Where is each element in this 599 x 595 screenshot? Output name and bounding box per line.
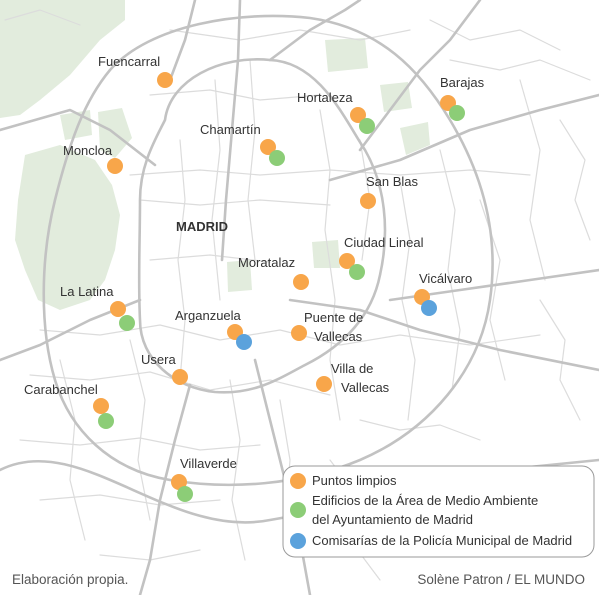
district-barajas: Barajas	[440, 75, 485, 121]
marker-puntos-limpios[interactable]	[260, 139, 276, 155]
park-monte-el-pardo	[0, 0, 125, 118]
credit-right: Solène Patron / EL MUNDO	[417, 572, 585, 587]
marker-puntos-limpios[interactable]	[360, 193, 376, 209]
parks-layer	[0, 0, 430, 310]
legend-box	[282, 465, 595, 558]
district-la-latina: La Latina	[60, 284, 135, 331]
marker-edificios[interactable]	[359, 118, 375, 134]
city-label: MADRID	[176, 219, 228, 234]
district-label: Barajas	[440, 75, 485, 90]
park-dehesa	[60, 110, 92, 140]
m40-ring	[42, 14, 494, 487]
legend-item-comisarias: Comisarías de la Policía Municipal de Ma…	[290, 533, 572, 549]
district-label: Moncloa	[63, 143, 113, 158]
credit-left: Elaboración propia.	[12, 572, 129, 587]
minor-roads-layer	[4, 9, 591, 581]
a1	[268, 0, 362, 62]
district-label: Ciudad Lineal	[344, 235, 424, 250]
district-label: Villa de Vallecas	[331, 361, 390, 395]
district-chamartín: Chamartín	[200, 122, 285, 166]
legend-swatch	[290, 502, 306, 518]
district-label: La Latina	[60, 284, 114, 299]
district-label: Moratalaz	[238, 255, 295, 270]
m30-ring	[137, 58, 387, 394]
marker-edificios[interactable]	[449, 105, 465, 121]
district-vicálvaro: Vicálvaro	[414, 271, 472, 316]
legend-swatch	[290, 473, 306, 489]
park-canillejas	[400, 122, 430, 155]
a2	[328, 93, 599, 182]
marker-puntos-limpios[interactable]	[157, 72, 173, 88]
district-label: Chamartín	[200, 122, 261, 137]
district-san-blas: San Blas	[360, 174, 419, 209]
m607	[168, 0, 197, 82]
marker-puntos-limpios[interactable]	[110, 301, 126, 317]
legend-items: Puntos limpios Edificios de la Área de Me…	[290, 473, 572, 549]
district-villa-de-vallecas: Villa de Vallecas	[316, 361, 390, 395]
marker-edificios[interactable]	[119, 315, 135, 331]
legend-label: del Ayuntamiento de Madrid	[312, 512, 473, 527]
district-label: Vicálvaro	[419, 271, 472, 286]
district-fuencarral: Fuencarral	[98, 54, 173, 88]
district-arganzuela: Arganzuela	[175, 308, 252, 350]
marker-puntos-limpios[interactable]	[316, 376, 332, 392]
legend-label: Edificios de la Área de Medio Ambiente	[312, 493, 538, 508]
marker-puntos-limpios[interactable]	[293, 274, 309, 290]
district-label: Puente de Vallecas	[304, 310, 363, 344]
legend-item-edificios: Edificios de la Área de Medio Ambiente de…	[290, 493, 538, 527]
legend-label: Comisarías de la Policía Municipal de Ma…	[312, 533, 572, 548]
marker-comisarias[interactable]	[236, 334, 252, 350]
marker-edificios[interactable]	[98, 413, 114, 429]
legend-label: Puntos limpios	[312, 473, 397, 488]
marker-edificios[interactable]	[349, 264, 365, 280]
park-retiro	[227, 260, 252, 292]
district-label: Carabanchel	[24, 382, 98, 397]
marker-comisarias[interactable]	[421, 300, 437, 316]
district-usera: Usera	[141, 352, 188, 385]
legend-swatch	[290, 533, 306, 549]
district-label: Hortaleza	[297, 90, 353, 105]
marker-edificios[interactable]	[177, 486, 193, 502]
a6	[0, 108, 157, 167]
district-hortaleza: Hortaleza	[297, 90, 375, 134]
marker-puntos-limpios[interactable]	[291, 325, 307, 341]
district-villaverde: Villaverde	[171, 456, 237, 502]
district-label: Usera	[141, 352, 176, 367]
park-moratalaz	[312, 240, 340, 268]
marker-puntos-limpios[interactable]	[172, 369, 188, 385]
marker-puntos-limpios[interactable]	[339, 253, 355, 269]
park-valdebebas	[325, 38, 368, 72]
marker-edificios[interactable]	[269, 150, 285, 166]
castellana	[220, 0, 242, 262]
district-ciudad-lineal: Ciudad Lineal	[339, 235, 424, 280]
park-casa-de-campo	[15, 145, 120, 310]
district-label: San Blas	[366, 174, 419, 189]
district-moratalaz: Moratalaz	[238, 255, 309, 290]
district-carabanchel: Carabanchel	[24, 382, 114, 429]
marker-puntos-limpios[interactable]	[93, 398, 109, 414]
district-label: Villaverde	[180, 456, 237, 471]
district-puente-de-vallecas: Puente de Vallecas	[291, 310, 363, 344]
a3	[288, 298, 599, 372]
district-layer: Fuencarral Barajas Hortaleza Chamartín Moncl…	[24, 54, 485, 502]
district-label: Fuencarral	[98, 54, 160, 69]
marker-puntos-limpios[interactable]	[171, 474, 187, 490]
legend: Puntos limpios Edificios de la Área de Me…	[282, 465, 595, 558]
marker-puntos-limpios[interactable]	[350, 107, 366, 123]
district-label: Arganzuela	[175, 308, 242, 323]
district-moncloa: Moncloa	[63, 143, 123, 174]
marker-puntos-limpios[interactable]	[107, 158, 123, 174]
m11	[358, 0, 482, 152]
legend-item-puntos-limpios: Puntos limpios	[290, 473, 397, 489]
a42	[138, 383, 192, 595]
